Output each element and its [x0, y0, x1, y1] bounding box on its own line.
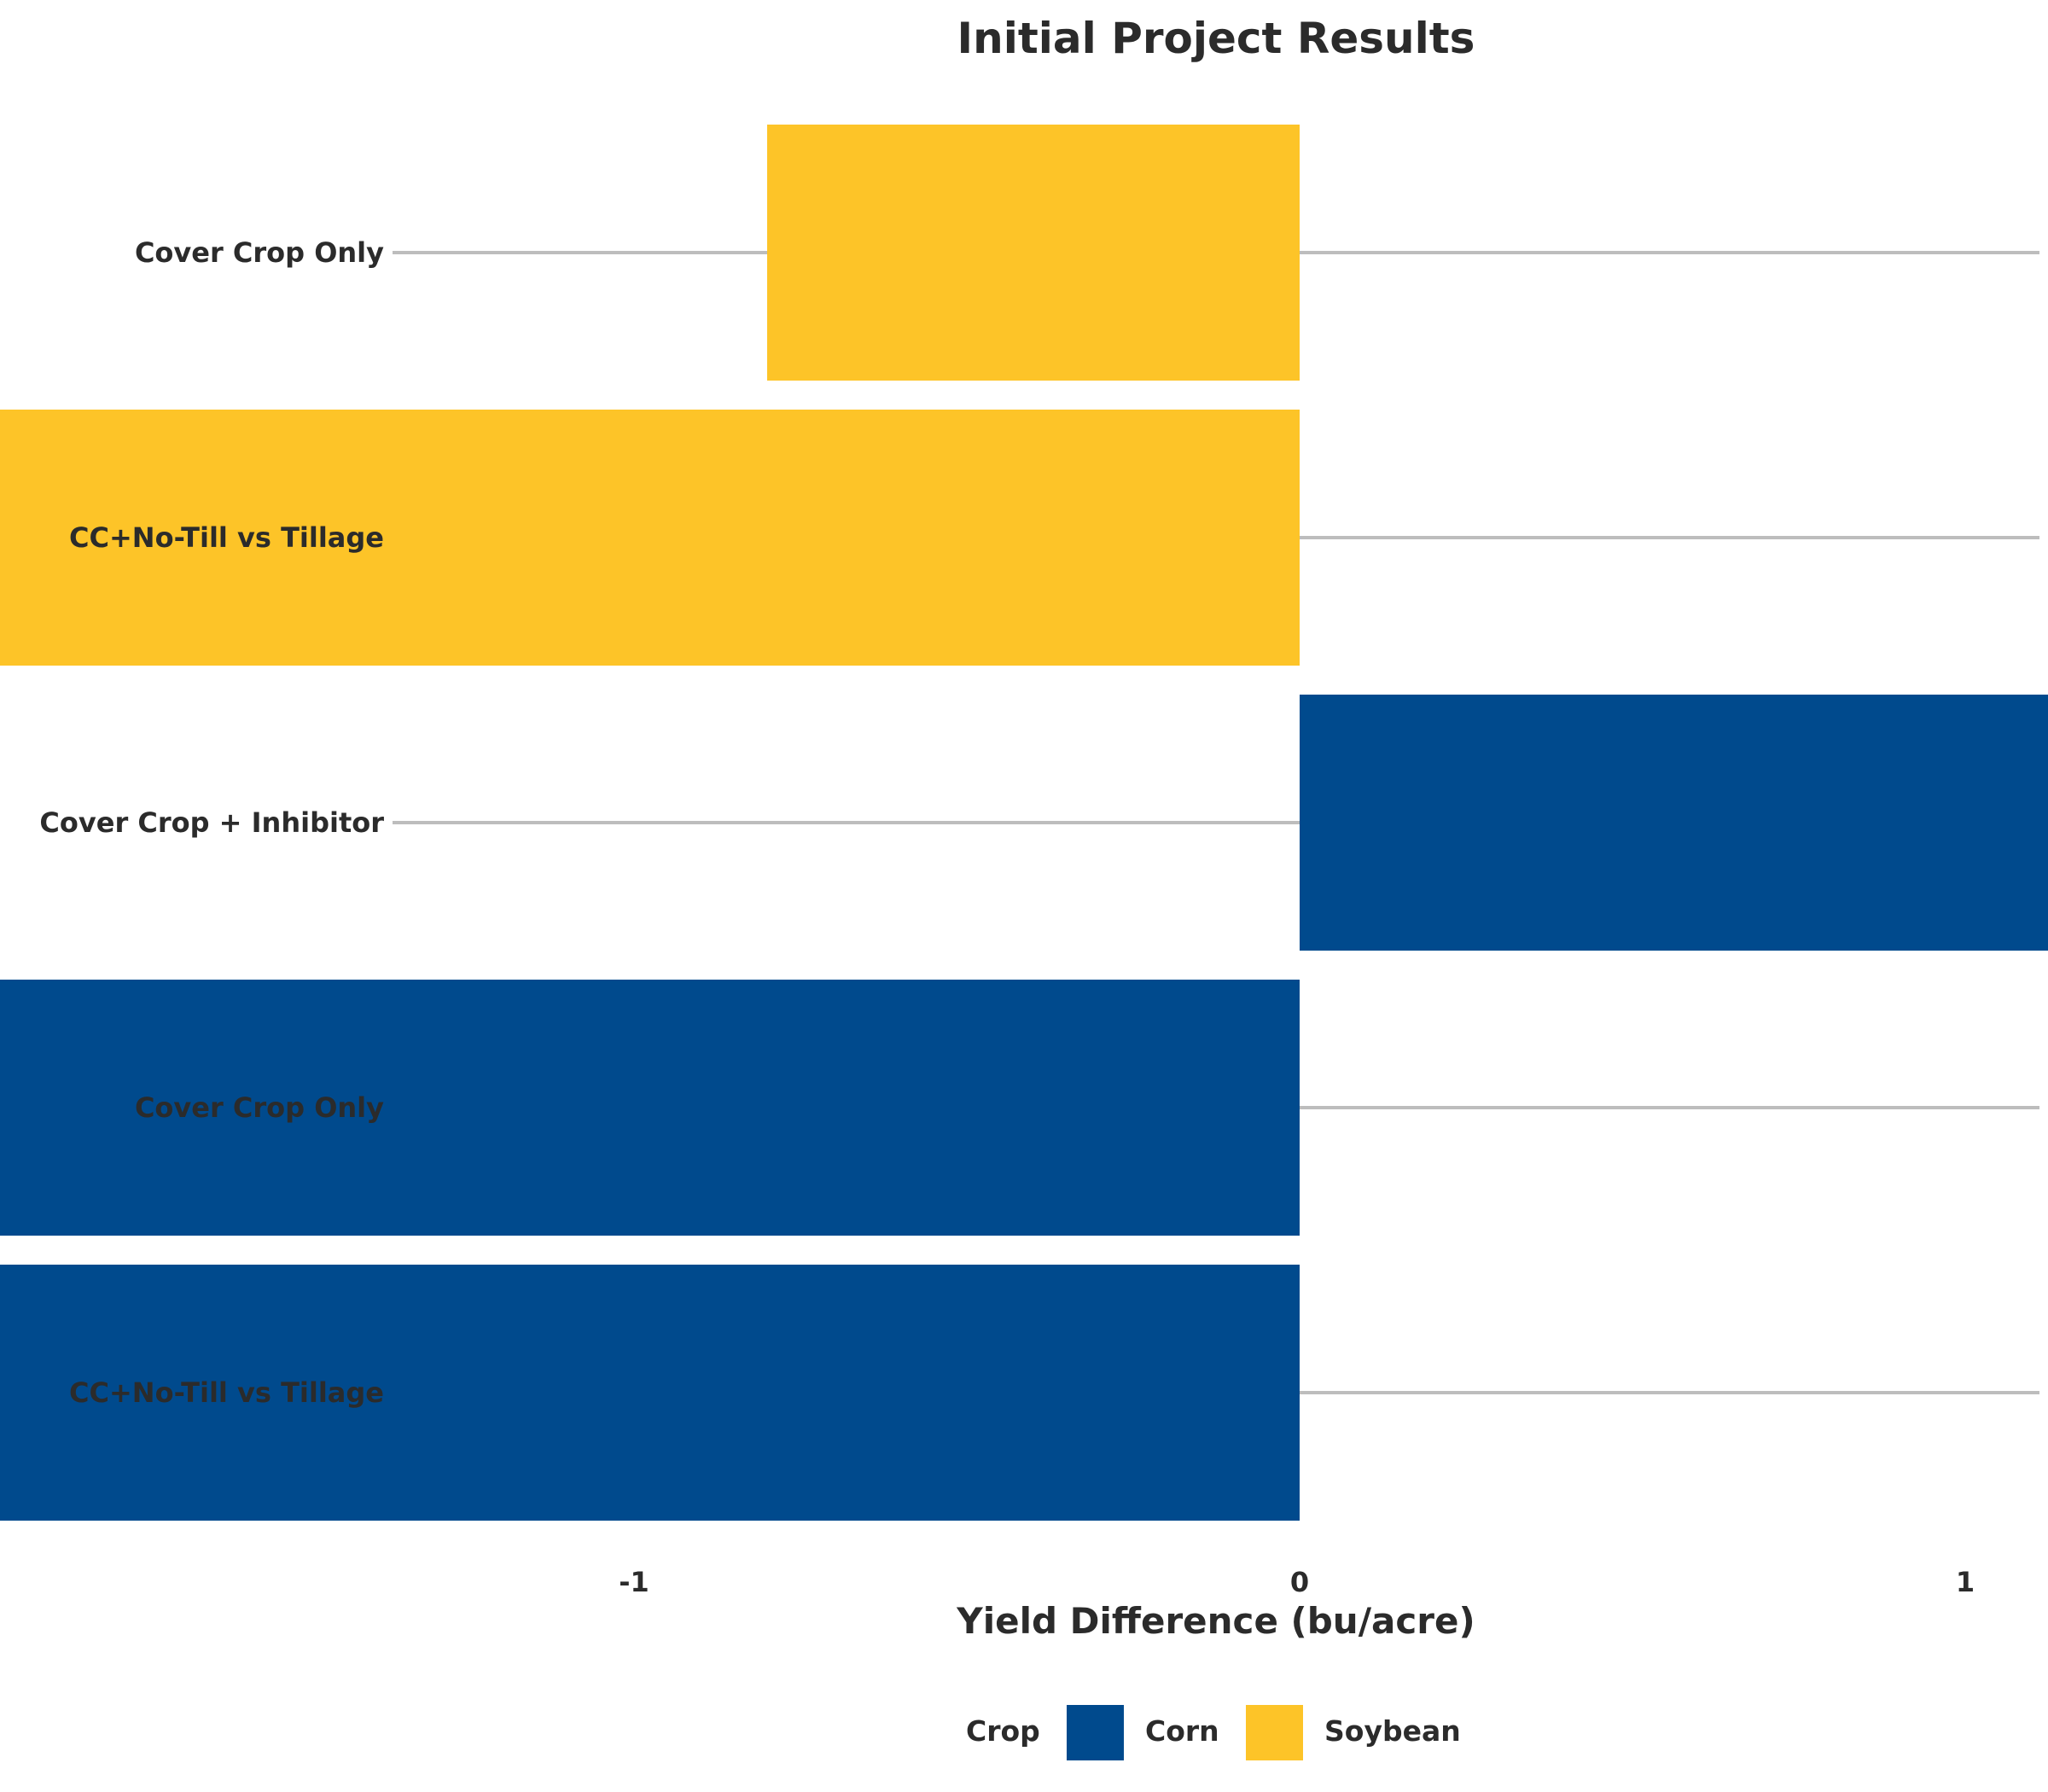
category-label: CC+No-Till vs Tillage — [69, 1376, 384, 1409]
category-label: Cover Crop Only — [135, 1091, 384, 1124]
legend-swatch-soybean — [1246, 1705, 1303, 1760]
x-tick-labels: -2-1012 — [619, 1566, 1975, 1598]
legend-label-corn: Corn — [1145, 1714, 1219, 1748]
x-axis-title: Yield Difference (bu/acre) — [956, 1600, 1475, 1642]
category-labels: Cover Crop Only CC+No-Till vs Tillage Cove… — [39, 236, 384, 1409]
bar-soybean-0 — [767, 125, 1300, 381]
legend: Crop Corn Soybean — [966, 1705, 1461, 1760]
chart-title: Initial Project Results — [957, 14, 1475, 63]
x-tick-label: 0 — [1290, 1566, 1309, 1598]
legend-title: Crop — [966, 1714, 1040, 1748]
category-label: Cover Crop + Inhibitor — [39, 806, 384, 839]
bars — [0, 125, 2048, 1521]
legend-swatch-corn — [1067, 1705, 1124, 1760]
x-tick-label: 1 — [1956, 1566, 1975, 1598]
legend-label-soybean: Soybean — [1324, 1714, 1461, 1748]
category-label: CC+No-Till vs Tillage — [69, 521, 384, 554]
bar-corn-4 — [0, 1265, 1300, 1521]
bar-soybean-1 — [0, 410, 1300, 666]
bar-corn-3 — [0, 980, 1300, 1236]
category-label: Cover Crop Only — [135, 236, 384, 269]
x-tick-label: -1 — [619, 1566, 649, 1598]
bar-corn-2 — [1300, 695, 2048, 951]
